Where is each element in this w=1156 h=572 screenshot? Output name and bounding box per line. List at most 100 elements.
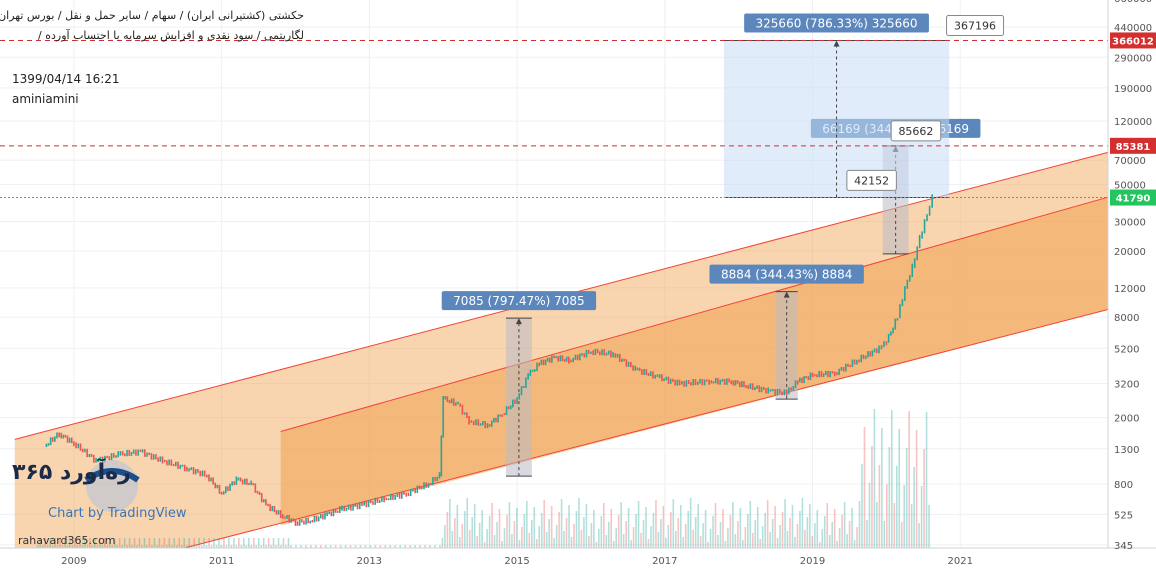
measure-box (775, 291, 798, 400)
y-tick-label: 345 (1114, 541, 1133, 552)
volume-bar (101, 545, 104, 548)
measure-arrow-head (833, 40, 840, 47)
price-candle (231, 481, 233, 486)
price-candle (58, 432, 60, 438)
volume-bar (804, 530, 806, 548)
price-candle (590, 351, 592, 354)
price-candle (520, 386, 523, 396)
price-candle (567, 356, 570, 364)
price-candle (610, 350, 612, 358)
volume-bar (893, 503, 896, 548)
price-candle (904, 285, 906, 302)
volume-bar (853, 540, 856, 548)
volume-bar (548, 519, 550, 548)
price-candle (432, 477, 434, 486)
volume-bar (883, 521, 886, 548)
measure-arrow-head (783, 291, 790, 298)
price-candle (723, 378, 726, 385)
price-candle (899, 304, 901, 319)
price-candle (785, 389, 788, 396)
volume-bar (749, 501, 752, 548)
price-candle (336, 510, 339, 513)
price-candle (479, 423, 482, 426)
volume-bar (354, 545, 357, 548)
volume-bar (156, 545, 158, 548)
y-tick-label: 12000 (1114, 284, 1146, 295)
price-candle (788, 387, 790, 395)
price-candle (392, 493, 394, 500)
price-candle (168, 459, 170, 466)
price-candle (263, 499, 265, 503)
volume-bar (434, 545, 436, 548)
price-candle (842, 367, 845, 372)
price-candle (317, 516, 320, 522)
volume-bar (918, 523, 920, 548)
volume-bar (158, 538, 161, 548)
price-candle (918, 234, 921, 249)
price-candle (181, 464, 184, 467)
y-tick-label: 1300 (1114, 445, 1139, 456)
volume-bar (818, 542, 821, 548)
callout-box (946, 14, 1005, 36)
price-candle (477, 419, 480, 426)
price-candle (361, 502, 363, 507)
volume-bar (717, 535, 719, 548)
volume-bar (344, 545, 347, 548)
volume-bar (389, 545, 392, 548)
price-candle (656, 374, 659, 377)
volume-bar (535, 539, 538, 548)
x-tick-label: 2017 (652, 556, 677, 567)
volume-bar (76, 545, 79, 548)
price-candle (726, 378, 728, 385)
price-candle (856, 359, 858, 365)
price-candle (745, 385, 747, 388)
volume-bar (300, 545, 302, 548)
price-candle (563, 359, 566, 362)
price-candle (292, 518, 295, 522)
volume-bar (856, 527, 858, 548)
price-candle (694, 379, 697, 385)
volume-bar (543, 500, 546, 548)
price-candle (124, 453, 126, 457)
y-tick-label: 290000 (1114, 53, 1152, 64)
volume-bar (709, 529, 712, 548)
volume-bar (563, 531, 565, 548)
volume-bar (615, 528, 618, 548)
callout-text: 367196 (954, 19, 996, 32)
price-candle (350, 504, 352, 511)
price-candle (864, 355, 867, 360)
price-candle (736, 380, 739, 384)
volume-bar (59, 538, 61, 548)
price-candle (871, 350, 874, 357)
price-candle (527, 373, 529, 380)
volume-bar (153, 538, 156, 548)
price-candle (885, 341, 888, 346)
price-candle (99, 456, 102, 462)
volume-bar (146, 545, 148, 548)
volume-bar (692, 530, 694, 548)
x-tick-label: 2019 (800, 556, 825, 567)
price-candle (730, 380, 733, 385)
volume-bar (660, 519, 662, 548)
price-candle (356, 504, 359, 510)
price-candle (119, 451, 122, 456)
price-candle (56, 432, 58, 439)
volume-bar (674, 531, 677, 548)
volume-bar (262, 538, 265, 548)
price-candle (712, 381, 715, 384)
price-candle (157, 457, 159, 462)
volume-bar (886, 484, 888, 548)
volume-bar (64, 538, 66, 548)
price-candle (512, 399, 514, 408)
price-candle (128, 449, 131, 456)
price-candle (507, 406, 510, 410)
price-candle (300, 519, 303, 523)
price-candle (117, 451, 119, 458)
volume-bar (163, 538, 166, 548)
price-candle (442, 396, 444, 438)
volume-bar (285, 545, 287, 548)
price-candle (398, 492, 401, 499)
price-candle (121, 451, 124, 456)
price-candle (170, 459, 173, 466)
